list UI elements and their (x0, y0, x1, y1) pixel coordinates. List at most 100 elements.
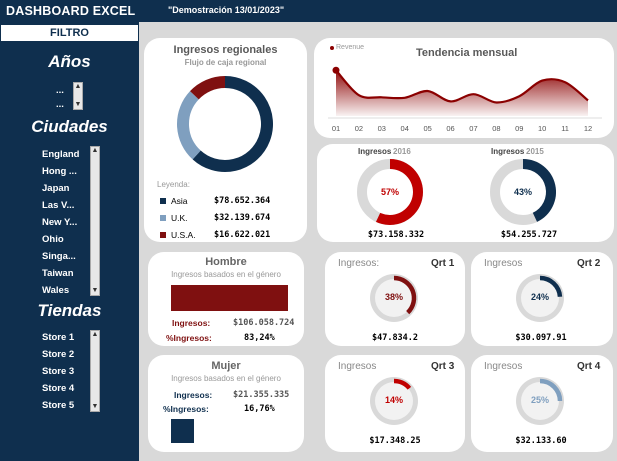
slicer-item[interactable]: Store 5 (42, 400, 75, 411)
quarter-pct: 25% (530, 395, 549, 405)
gauge-face (521, 382, 559, 420)
slicer-item[interactable]: Store 4 (42, 383, 75, 394)
stores-scrollbar[interactable]: ▲ ▼ (90, 330, 100, 412)
quarter-value: $17.348.25 (369, 436, 421, 446)
legend-value: $16.622.021 (214, 230, 271, 240)
trend-tick-label: 01 (332, 124, 340, 133)
hombre-ingresos-label: Ingresos: (172, 318, 211, 328)
slicer-item[interactable]: Store 3 (42, 366, 75, 377)
trend-tick-label: 12 (584, 124, 592, 133)
hombre-pct-value: 83,24% (244, 333, 275, 343)
donut-slice (192, 76, 273, 172)
trend-legend-dot (330, 46, 334, 50)
slicer-item[interactable]: Hong ... (42, 166, 77, 177)
gauge-fill (375, 159, 423, 225)
trend-tick-label: 08 (492, 124, 500, 133)
trend-title: Tendencia mensual (416, 47, 518, 59)
quarter-label: Ingresos (484, 361, 523, 372)
slicer-item[interactable]: ... (56, 85, 64, 96)
hombre-ingresos-value: $106.058.724 (233, 318, 295, 328)
mujer-pct-value: 16,76% (244, 404, 275, 414)
trend-legend: Revenue (336, 44, 365, 51)
quarter-name: Qrt 1 (431, 258, 455, 269)
slicer-item[interactable]: Taiwan (42, 268, 74, 279)
years-scrollbar[interactable]: ▲ ▼ (73, 82, 83, 110)
yearly-year: 2015 (526, 147, 544, 156)
slicer-item[interactable]: ... (56, 99, 64, 110)
cities-scrollbar[interactable]: ▲ ▼ (90, 146, 100, 296)
slicer-item[interactable]: New Y... (42, 217, 78, 228)
chevron-down-icon[interactable]: ▼ (74, 101, 82, 108)
legend-region: Asia (171, 196, 188, 206)
hombre-pct-label: %Ingresos: (166, 333, 212, 343)
chevron-up-icon[interactable]: ▲ (91, 331, 99, 338)
trend-area-chart: 01 02 03 04 05 06 07 08 09 10 11 12 (328, 66, 602, 133)
quarter-value: $47.834.2 (371, 333, 419, 343)
yearly-pct: 43% (513, 187, 532, 197)
gauge-fill (539, 275, 563, 298)
filter-header: FILTRO (0, 24, 139, 42)
trend-tick-label: 05 (423, 124, 431, 133)
trend-tick-label: 07 (469, 124, 477, 133)
legend-region: U.S.A. (171, 230, 196, 240)
regional-title: Ingresos regionales (173, 44, 278, 56)
yearly-gauge (357, 159, 423, 225)
legend-swatch (160, 232, 166, 238)
quarter-gauge (370, 377, 418, 425)
dashboard-title: DASHBOARD EXCEL (6, 4, 136, 18)
quarter-pct: 24% (530, 292, 549, 302)
trend-point (332, 66, 340, 74)
quarter-value: $30.097.91 (515, 333, 567, 343)
mujer-pct-label: %Ingresos: (163, 404, 209, 414)
gauge-fill (393, 378, 412, 390)
donut-slice (190, 76, 226, 100)
slicer-item[interactable]: Singa... (42, 251, 76, 262)
slicer-item[interactable]: Las V... (42, 200, 75, 211)
yearly-value: $54.255.727 (500, 230, 558, 240)
gauge-face (375, 382, 413, 420)
quarter-label: Ingresos: (338, 258, 380, 269)
trend-area (336, 70, 588, 116)
slicer-item[interactable]: Store 1 (42, 332, 75, 343)
slicer-item[interactable]: Wales (42, 285, 70, 296)
gauge-fill (539, 378, 563, 402)
trend-tick-label: 02 (355, 124, 363, 133)
quarter-gauge (516, 274, 564, 322)
slicer-item[interactable]: England (42, 149, 80, 160)
trend-line (335, 69, 589, 104)
quarter-pct: 14% (384, 395, 403, 405)
mujer-ingresos-value: $21.355.335 (233, 390, 290, 400)
chevron-down-icon[interactable]: ▼ (91, 403, 99, 410)
trend-tick-label: 11 (561, 124, 569, 133)
sidebar (0, 22, 139, 461)
trend-tick-label: 10 (538, 124, 546, 133)
trend-tick-label: 06 (446, 124, 454, 133)
yearly-pct: 57% (380, 187, 399, 197)
slicer-item[interactable]: Japan (42, 183, 70, 194)
quarter-name: Qrt 3 (431, 361, 455, 372)
legend-region: U.K. (171, 213, 188, 223)
chevron-up-icon[interactable]: ▲ (91, 147, 99, 154)
yearly-label: Ingresos (491, 147, 525, 156)
trend-tick-label: 03 (378, 124, 386, 133)
trend-tick-label: 04 (401, 124, 409, 133)
demo-label: "Demostración 13/01/2023" (168, 5, 285, 15)
legend-swatch (160, 198, 166, 204)
legend-swatch (160, 215, 166, 221)
chevron-down-icon[interactable]: ▼ (91, 287, 99, 294)
quarter-name: Qrt 4 (577, 361, 601, 372)
quarter-value: $32.133.60 (515, 436, 567, 446)
legend-value: $78.652.364 (214, 196, 271, 206)
yearly-value: $73.158.332 (367, 230, 425, 240)
slicer-item[interactable]: Store 2 (42, 349, 75, 360)
gauge-face (375, 279, 413, 317)
quarter-label: Ingresos (338, 361, 377, 372)
quarter-pct: 38% (384, 292, 403, 302)
yearly-label: Ingresos (358, 147, 392, 156)
hombre-share-bar (171, 285, 288, 311)
cities-title: Ciudades (31, 117, 108, 136)
chevron-up-icon[interactable]: ▲ (74, 83, 82, 90)
top-bar (0, 0, 617, 22)
yearly-gauge (490, 159, 556, 225)
slicer-item[interactable]: Ohio (42, 234, 64, 245)
